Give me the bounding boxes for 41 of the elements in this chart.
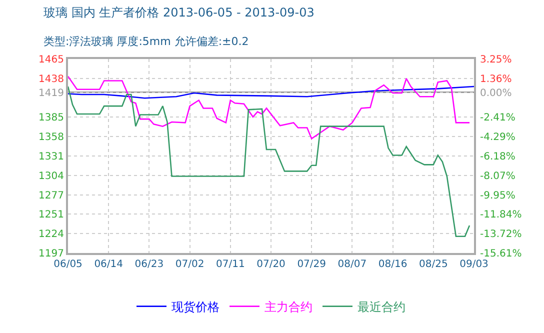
chart-subtitle: 类型:浮法玻璃 厚度:5mm 允许偏差:±0.2 — [44, 35, 249, 48]
y-tick-label: 1438 — [38, 74, 64, 86]
x-tick-label: 07/11 — [216, 259, 245, 270]
y-tick-label: 1277 — [38, 190, 64, 202]
legend-label: 主力合约 — [264, 300, 312, 314]
legend-label: 最近合约 — [358, 300, 406, 314]
x-tick-label: 06/05 — [54, 259, 82, 270]
y-tick-label: 1304 — [38, 171, 64, 182]
y2-tick-label: 1.36% — [480, 74, 512, 85]
legend-label: 现货价格 — [172, 300, 220, 314]
y-tick-label: 1197 — [38, 248, 64, 260]
x-tick-label: 07/29 — [297, 259, 326, 270]
y2-tick-label: -13.72% — [480, 229, 522, 240]
y2-tick-label: -4.29% — [480, 132, 516, 144]
x-tick-label: 07/20 — [256, 259, 286, 270]
line-series — [68, 86, 470, 237]
y-tick-label: 1465 — [38, 54, 64, 66]
x-tick-label: 06/23 — [134, 259, 164, 270]
x-tick-label: 06/14 — [94, 259, 124, 270]
chart-title: 玻璃 国内 生产者价格 2013-06-05 - 2013-09-03 — [44, 6, 314, 20]
y-tick-label: 1251 — [38, 209, 64, 220]
y2-tick-label: -15.61% — [480, 248, 522, 260]
x-tick-label: 09/03 — [460, 259, 488, 270]
x-tick-label: 07/02 — [175, 259, 204, 270]
x-tick-label: 08/25 — [418, 259, 448, 270]
y2-tick-label: -8.07% — [480, 170, 516, 182]
y2-tick-label: 0.00% — [480, 88, 512, 99]
y-tick-label: 1385 — [38, 112, 64, 124]
y2-tick-label: -11.84% — [480, 210, 522, 221]
y-tick-label: 1331 — [38, 152, 64, 162]
y2-tick-label: -9.95% — [480, 190, 516, 202]
x-tick-label: 08/07 — [338, 259, 367, 270]
y2-tick-label: 3.25% — [480, 54, 512, 66]
y-tick-label: 1419 — [38, 88, 64, 99]
line-series — [68, 86, 474, 99]
x-tick-label: 08/16 — [378, 259, 408, 270]
y-tick-label: 1224 — [38, 228, 64, 240]
line-series — [68, 76, 470, 140]
y-tick-label: 1358 — [38, 132, 64, 143]
y2-tick-label: -2.41% — [480, 112, 516, 124]
y2-tick-label: -6.18% — [480, 152, 516, 162]
